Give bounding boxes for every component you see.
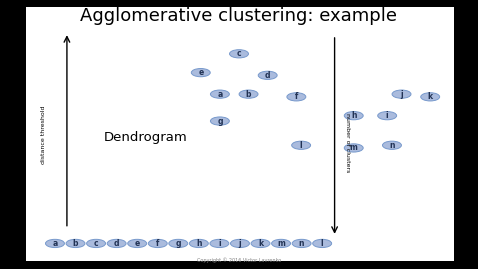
Ellipse shape xyxy=(272,239,291,247)
Ellipse shape xyxy=(251,239,270,247)
FancyBboxPatch shape xyxy=(26,7,454,261)
Ellipse shape xyxy=(378,112,397,120)
Ellipse shape xyxy=(148,239,167,247)
Text: e: e xyxy=(198,68,203,77)
Text: i: i xyxy=(386,111,389,120)
Ellipse shape xyxy=(87,239,106,247)
Text: f: f xyxy=(156,239,160,248)
Ellipse shape xyxy=(230,239,250,247)
Text: distance threshold: distance threshold xyxy=(42,105,46,164)
Text: j: j xyxy=(239,239,241,248)
Text: e: e xyxy=(135,239,140,248)
Text: g: g xyxy=(217,116,223,126)
Text: n: n xyxy=(389,141,395,150)
Text: h: h xyxy=(351,111,357,120)
Text: b: b xyxy=(73,239,78,248)
Text: d: d xyxy=(114,239,120,248)
Ellipse shape xyxy=(344,112,363,120)
Ellipse shape xyxy=(128,239,147,247)
Ellipse shape xyxy=(229,50,249,58)
Ellipse shape xyxy=(210,117,229,125)
Text: i: i xyxy=(218,239,221,248)
Text: m: m xyxy=(350,143,358,153)
Ellipse shape xyxy=(382,141,402,149)
Text: f: f xyxy=(294,92,298,101)
Ellipse shape xyxy=(392,90,411,98)
Text: Copyright © 2016 Victor Lavrenko: Copyright © 2016 Victor Lavrenko xyxy=(197,257,281,263)
Ellipse shape xyxy=(344,144,363,152)
Ellipse shape xyxy=(210,239,229,247)
Ellipse shape xyxy=(287,93,306,101)
Text: k: k xyxy=(258,239,263,248)
Text: l: l xyxy=(300,141,303,150)
Ellipse shape xyxy=(169,239,188,247)
Text: k: k xyxy=(428,92,433,101)
Text: a: a xyxy=(53,239,57,248)
Text: Agglomerative clustering: example: Agglomerative clustering: example xyxy=(80,7,398,25)
Text: h: h xyxy=(196,239,202,248)
Ellipse shape xyxy=(239,90,258,98)
Ellipse shape xyxy=(66,239,85,247)
Text: c: c xyxy=(237,49,241,58)
Text: a: a xyxy=(217,90,222,99)
Text: b: b xyxy=(246,90,251,99)
Ellipse shape xyxy=(292,239,311,247)
Ellipse shape xyxy=(191,69,210,77)
Text: m: m xyxy=(277,239,285,248)
Ellipse shape xyxy=(292,141,311,149)
Text: Dendrogram: Dendrogram xyxy=(104,131,188,144)
Text: number of clusters: number of clusters xyxy=(346,113,350,172)
Ellipse shape xyxy=(210,90,229,98)
Ellipse shape xyxy=(45,239,65,247)
Text: g: g xyxy=(175,239,181,248)
Ellipse shape xyxy=(258,71,277,79)
Ellipse shape xyxy=(421,93,440,101)
Ellipse shape xyxy=(189,239,208,247)
Text: l: l xyxy=(321,239,324,248)
Ellipse shape xyxy=(313,239,332,247)
Ellipse shape xyxy=(107,239,126,247)
Text: c: c xyxy=(94,239,98,248)
Text: d: d xyxy=(265,71,271,80)
Text: j: j xyxy=(400,90,403,99)
Text: n: n xyxy=(299,239,304,248)
